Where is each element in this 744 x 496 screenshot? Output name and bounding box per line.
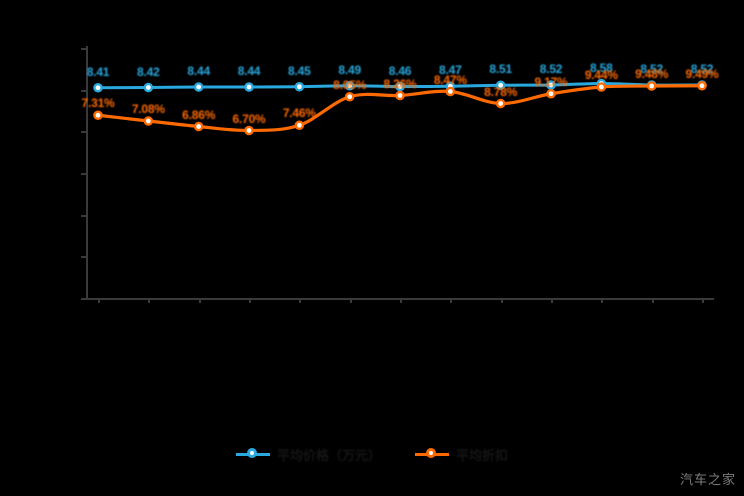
data-point-label: 8.52 xyxy=(539,62,563,76)
y-axis-tick xyxy=(81,89,86,92)
data-point-label: 8.26% xyxy=(383,76,417,91)
legend-item-1[interactable]: 平均折扣 xyxy=(415,445,508,464)
data-point-marker[interactable] xyxy=(546,88,556,99)
data-point-marker[interactable] xyxy=(294,120,305,131)
watermark: 汽车之家 xyxy=(679,472,736,487)
data-point-label: 8.47% xyxy=(433,72,467,87)
data-point-label: 7.31% xyxy=(81,96,115,111)
data-point-label: 8.51 xyxy=(489,62,512,77)
data-point-label: 8.46 xyxy=(388,63,412,78)
x-axis-tick xyxy=(299,298,302,303)
data-point-marker[interactable] xyxy=(193,121,204,132)
x-axis-tick xyxy=(148,298,151,303)
y-axis-tick xyxy=(81,214,86,217)
y-axis-tick xyxy=(81,298,86,300)
legend-item-label: 平均折扣 xyxy=(456,447,509,463)
x-axis-tick xyxy=(349,298,352,303)
chart-legend: 平均价格（万元） 平均折扣 xyxy=(0,440,744,468)
y-axis-tick xyxy=(81,48,86,50)
data-point-label: 8.78% xyxy=(484,84,518,99)
x-axis-tick xyxy=(400,298,402,303)
data-point-marker[interactable] xyxy=(93,82,103,93)
data-point-marker[interactable] xyxy=(143,82,154,93)
data-point-label: 6.86% xyxy=(182,107,216,122)
y-axis xyxy=(81,46,88,300)
data-point-marker[interactable] xyxy=(344,91,355,102)
data-point-label: 8.47 xyxy=(439,63,462,78)
data-point-label: 9.48% xyxy=(635,67,669,81)
data-point-marker[interactable] xyxy=(445,86,456,97)
legend-item-label: 平均价格（万元） xyxy=(276,447,381,463)
x-axis-tick xyxy=(249,298,251,303)
x-axis-tick xyxy=(551,298,553,303)
data-point-label: 7.46% xyxy=(282,106,316,121)
data-point-label: 8.52 xyxy=(690,62,714,76)
data-point-label: 7.08% xyxy=(131,102,165,116)
data-point-marker[interactable] xyxy=(244,82,254,92)
x-axis-tick xyxy=(500,298,503,303)
data-point-label: 8.44 xyxy=(187,64,210,78)
data-point-marker[interactable] xyxy=(546,80,556,90)
data-point-label: 9.44% xyxy=(584,68,618,82)
data-point-marker[interactable] xyxy=(294,81,305,92)
data-point-marker[interactable] xyxy=(495,98,506,109)
x-axis-tick xyxy=(450,298,453,303)
x-axis-tick xyxy=(601,298,604,303)
data-point-marker[interactable] xyxy=(244,125,254,136)
data-point-label: 8.49 xyxy=(338,62,361,77)
data-point-marker[interactable] xyxy=(697,80,707,91)
data-point-label: 8.45 xyxy=(288,63,311,78)
data-point-marker[interactable] xyxy=(395,90,405,101)
data-point-marker[interactable] xyxy=(495,80,506,91)
x-axis-tick xyxy=(198,298,201,303)
data-point-marker[interactable] xyxy=(93,110,103,121)
data-point-marker[interactable] xyxy=(646,81,657,91)
legend-item-0[interactable]: 平均价格（万元） xyxy=(235,445,381,464)
x-axis-tick xyxy=(651,298,654,303)
y-axis-tick xyxy=(81,173,86,175)
x-axis xyxy=(86,298,714,303)
data-point-label: 8.42 xyxy=(137,64,160,79)
data-point-label: 8.41 xyxy=(86,64,110,79)
data-point-marker[interactable] xyxy=(193,82,204,92)
data-point-marker[interactable] xyxy=(395,81,405,92)
data-point-marker[interactable] xyxy=(596,82,607,92)
data-point-label: 8.58 xyxy=(590,60,613,75)
x-axis-tick xyxy=(702,298,704,303)
data-point-marker[interactable] xyxy=(143,116,154,126)
series-lines xyxy=(93,78,707,136)
data-point-marker[interactable] xyxy=(344,80,355,91)
data-point-label: 9.17% xyxy=(534,74,568,89)
circle-marker-icon xyxy=(235,447,270,461)
circle-marker-icon xyxy=(415,447,449,461)
y-axis-tick xyxy=(81,256,86,259)
data-point-label: 6.70% xyxy=(232,111,266,126)
data-point-label: 8.52 xyxy=(640,62,663,76)
data-point-label: 9.49% xyxy=(685,66,719,81)
plot-area: 8.41 8.42 8.44 8.44 8.45 8.49 8.46 8.47 8.51 8.52… xyxy=(81,48,719,298)
x-axis-tick xyxy=(98,298,100,303)
data-point-label: 8.44 xyxy=(237,64,261,78)
data-point-label: 8.05% xyxy=(333,77,367,92)
y-axis-tick xyxy=(81,131,86,134)
